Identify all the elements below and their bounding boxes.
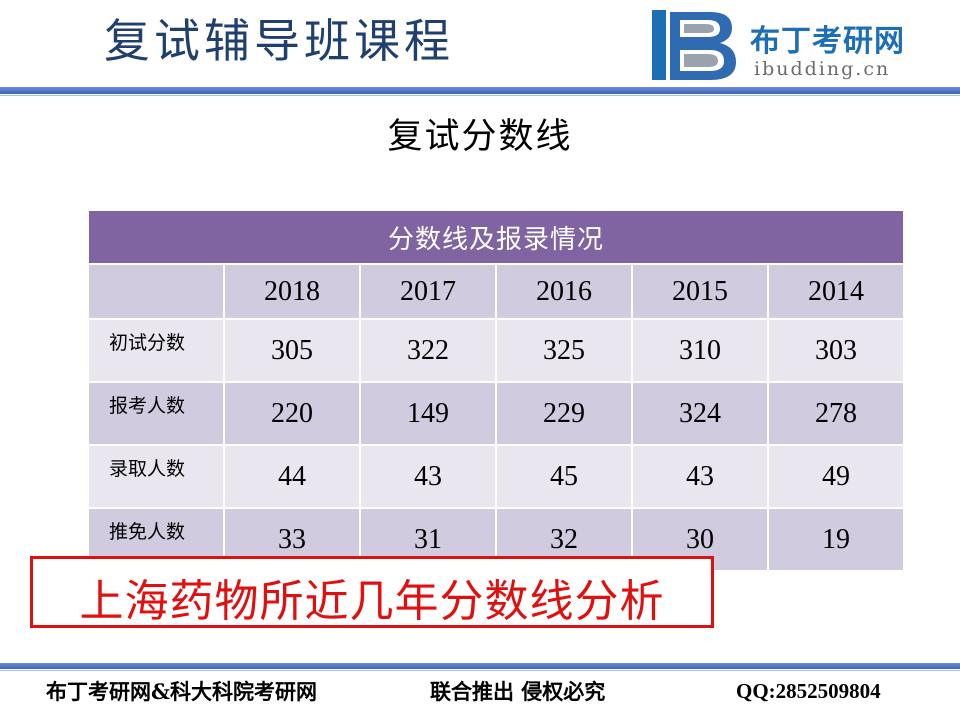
table-row: 录取人数 44 43 45 43 49: [87, 444, 906, 509]
table-header-row: 2018 2017 2016 2015 2014: [87, 263, 906, 320]
table-corner-cell: [87, 263, 225, 320]
table-cell: 220: [223, 381, 361, 446]
table-cell: 149: [359, 381, 497, 446]
year-header: 2017: [359, 263, 497, 320]
year-header: 2016: [495, 263, 633, 320]
table-cell: 44: [223, 444, 361, 509]
score-table: 分数线及报录情况 2018 2017 2016 2015 2014 初试分数 3…: [86, 209, 906, 572]
table-cell: 229: [495, 381, 633, 446]
year-header: 2014: [766, 263, 906, 320]
footer-publisher: 布丁考研网&科大科院考研网: [46, 679, 317, 704]
table-cell: 278: [766, 381, 906, 446]
header-divider: [0, 87, 960, 94]
row-label: 报考人数: [87, 381, 225, 446]
table-cell: 43: [359, 444, 497, 509]
table-cell: 322: [359, 318, 497, 383]
year-header: 2015: [631, 263, 769, 320]
logo-domain: ibudding.cn: [754, 58, 891, 80]
table-cell: 45: [495, 444, 633, 509]
slide-title: 复试辅导班课程: [104, 14, 454, 68]
table-cell: 49: [766, 444, 906, 509]
logo-brand-name: 布丁考研网: [750, 24, 905, 59]
table-row: 初试分数 305 322 325 310 303: [87, 318, 906, 383]
table-cell: 43: [631, 444, 769, 509]
slide-subtitle: 复试分数线: [387, 117, 573, 157]
footer-divider-thin: [0, 670, 960, 671]
table-cell: 303: [766, 318, 906, 383]
table-caption: 分数线及报录情况: [86, 209, 906, 265]
footer-divider: [0, 663, 960, 669]
brand-logo: 布丁考研网 ibudding.cn: [650, 6, 950, 84]
footer-contact: QQ:2852509804: [736, 679, 881, 703]
highlight-text: 上海药物所近几年分数线分析: [79, 576, 665, 627]
table-cell: 324: [631, 381, 769, 446]
row-label: 录取人数: [87, 444, 225, 509]
footer-copyright: 联合推出 侵权必究: [430, 679, 606, 704]
year-header: 2018: [223, 263, 361, 320]
highlight-callout: 上海药物所近几年分数线分析: [30, 556, 714, 628]
table-row: 报考人数 220 149 229 324 278: [87, 381, 906, 446]
header-divider-thin: [0, 95, 960, 96]
book-b-logo-icon: [652, 10, 736, 80]
table-cell: 305: [223, 318, 361, 383]
table-cell: 310: [631, 318, 769, 383]
table-cell: 325: [495, 318, 633, 383]
table-cell: 19: [766, 507, 906, 572]
row-label: 初试分数: [87, 318, 225, 383]
